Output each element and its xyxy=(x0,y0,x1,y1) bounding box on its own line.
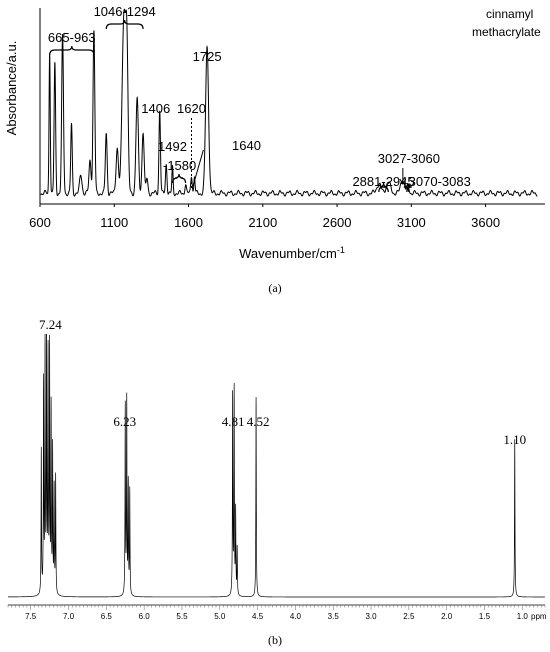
ftir-x-tick-label: 3100 xyxy=(397,215,426,230)
nmr-minor-ticks xyxy=(7,605,546,610)
nmr-x-tick-label: 4.5 xyxy=(252,612,264,621)
nmr-x-tick-label: 4.0 xyxy=(290,612,302,621)
ftir-peak-annotation: -1580 xyxy=(163,158,196,173)
compound-label-line1: cinnamyl xyxy=(486,7,533,21)
nmr-x-tick-label: 1.0 xyxy=(517,612,529,621)
ftir-peak-annotation: 1406 xyxy=(141,101,170,116)
ftir-bracket-1492-1580 xyxy=(171,173,187,184)
ftir-x-axis-label-sup: -1 xyxy=(337,245,345,255)
ftir-bracket-665-963 xyxy=(49,45,95,56)
ftir-bracket-3070-3083 xyxy=(403,182,412,193)
ftir-x-tick-label: 3600 xyxy=(471,215,500,230)
ftir-x-tick-label: 2100 xyxy=(248,215,277,230)
ftir-annotation-marks xyxy=(49,19,412,193)
compound-label-line2: methacrylate xyxy=(472,25,541,39)
ftir-chart: Absorbance/a.u. cinnamyl methacrylate Wa… xyxy=(4,4,545,295)
nmr-spectrum-line xyxy=(8,333,545,598)
ftir-y-axis-label: Absorbance/a.u. xyxy=(4,41,19,136)
nmr-x-tick-label: 3.5 xyxy=(328,612,340,621)
ftir-spectrum-line xyxy=(40,8,538,197)
nmr-x-tick-label: 7.5 xyxy=(25,612,37,621)
nmr-x-tick-label: 3.0 xyxy=(365,612,377,621)
ftir-peak-annotation: 3027-3060 xyxy=(378,151,440,166)
ftir-peak-annotation: 3070-3083 xyxy=(409,174,471,189)
ftir-peak-annotation: 1725 xyxy=(193,49,222,64)
nmr-peak-annotation: 4.81 xyxy=(222,414,245,429)
ftir-x-tick-label: 600 xyxy=(29,215,51,230)
nmr-tick-labels: 7.5 7.0 6.5 6.0 5.5 5.0 4.5 4.0 3.5 3.0 2.5 2.0 1.5 1… xyxy=(25,612,528,621)
nmr-x-tick-label: 7.0 xyxy=(63,612,75,621)
nmr-x-tick-label: 5.0 xyxy=(214,612,226,621)
nmr-chart: 7.5 7.0 6.5 6.0 5.5 5.0 4.5 4.0 3.5 3.0 2.5 2.0 1.5 1… xyxy=(7,317,547,647)
ftir-bracket-1046-1294 xyxy=(105,19,144,30)
ftir-x-tick-label: 2600 xyxy=(323,215,352,230)
ftir-peak-annotation: 1640 xyxy=(232,138,261,153)
ftir-x-axis-label: Wavenumber/cm-1 xyxy=(239,245,345,261)
panel-a-label: (a) xyxy=(268,281,281,295)
nmr-x-tick-label: 1.5 xyxy=(479,612,491,621)
nmr-x-tick-label: 6.5 xyxy=(101,612,113,621)
nmr-x-tick-label: 6.0 xyxy=(139,612,151,621)
ftir-x-tick-label: 1100 xyxy=(100,215,128,230)
ftir-tick-labels: 600 1100 1600 2100 2600 3100 3600 xyxy=(29,204,500,230)
panel-b-label: (b) xyxy=(268,633,282,647)
ftir-peak-annotation: 665-963 xyxy=(48,30,96,45)
ftir-x-tick-label: 1600 xyxy=(174,215,203,230)
nmr-peak-annotation: 7.24 xyxy=(39,317,62,332)
nmr-x-tick-label: 2.0 xyxy=(441,612,453,621)
nmr-x-tick-label: 2.5 xyxy=(403,612,415,621)
ftir-x-axis-label-main: Wavenumber/cm xyxy=(239,246,337,261)
nmr-x-tick-label: 5.5 xyxy=(176,612,188,621)
ftir-peak-annotation: 2881-2945 xyxy=(352,174,414,189)
ftir-peak-annotation: 1620 xyxy=(177,101,206,116)
nmr-peak-annotation: 4.52 xyxy=(247,414,270,429)
nmr-peak-annotation: 6.23 xyxy=(113,414,136,429)
ftir-peak-annotation: 1492 xyxy=(158,139,187,154)
nmr-annotations: 7.246.23 4.81 4.521.10 xyxy=(39,317,526,447)
ftir-arrowhead-3027-3060 xyxy=(399,178,407,185)
nmr-x-unit: ppm xyxy=(531,612,547,621)
